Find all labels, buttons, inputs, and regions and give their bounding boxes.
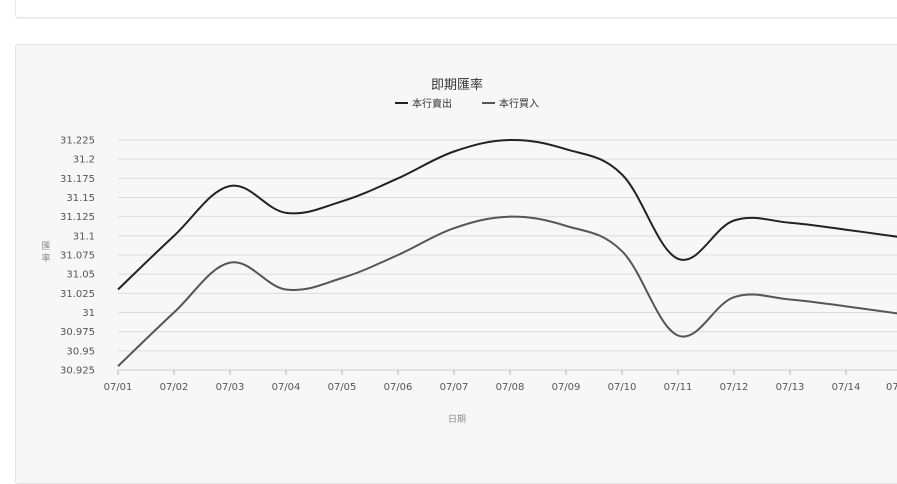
x-tick-label: 07/09 bbox=[552, 382, 581, 393]
x-tick-label: 07/03 bbox=[216, 382, 245, 393]
series-line-buy[interactable] bbox=[117, 215, 897, 367]
y-tick-label: 30.95 bbox=[66, 346, 95, 357]
y-tick-label: 31.025 bbox=[60, 289, 95, 300]
x-tick-label: 07/ bbox=[886, 382, 897, 393]
top-panel bbox=[15, 0, 897, 18]
x-tick-label: 07/06 bbox=[384, 382, 413, 393]
series-lines bbox=[117, 138, 897, 367]
y-tick-label: 31.15 bbox=[66, 193, 95, 204]
x-axis-title: 日期 bbox=[448, 414, 466, 425]
y-tick-label: 31.125 bbox=[60, 212, 95, 223]
x-tick-label: 07/13 bbox=[776, 382, 805, 393]
legend: 本行賣出 本行買入 bbox=[395, 97, 539, 110]
grid-lines bbox=[118, 139, 897, 371]
y-tick-label: 31.2 bbox=[73, 155, 95, 166]
y-tick-label: 31.075 bbox=[60, 251, 95, 262]
x-axis-ticks: 07/01 07/02 07/03 07/04 07/05 07/06 07/07 07/08… bbox=[104, 370, 897, 393]
x-tick-label: 07/08 bbox=[496, 382, 525, 393]
y-tick-label: 30.925 bbox=[60, 366, 95, 377]
y-axis-ticks: 31.225 31.2 31.175 31.15 31.125 31.1 31.075 31.… bbox=[60, 136, 95, 377]
legend-label-sell[interactable]: 本行賣出 bbox=[412, 97, 452, 110]
y-axis-title: 匯率 bbox=[41, 241, 50, 264]
y-tick-label: 31.225 bbox=[60, 136, 95, 147]
y-tick-label: 30.975 bbox=[60, 327, 95, 338]
y-tick-label: 31.1 bbox=[73, 231, 95, 242]
chart-panel: 31.225 31.2 31.175 31.15 31.125 31.1 31.075 31.… bbox=[15, 44, 897, 484]
x-tick-label: 07/14 bbox=[832, 382, 861, 393]
y-tick-label: 31 bbox=[82, 308, 95, 319]
x-tick-label: 07/07 bbox=[440, 382, 469, 393]
x-tick-label: 07/02 bbox=[160, 382, 189, 393]
x-tick-label: 07/12 bbox=[720, 382, 749, 393]
y-tick-label: 31.05 bbox=[66, 270, 95, 281]
x-tick-label: 07/11 bbox=[664, 382, 693, 393]
x-tick-label: 07/05 bbox=[328, 382, 357, 393]
series-line-sell[interactable] bbox=[117, 138, 897, 291]
chart-title: 即期匯率 bbox=[431, 77, 483, 93]
legend-label-buy[interactable]: 本行買入 bbox=[499, 97, 539, 110]
y-tick-label: 31.175 bbox=[60, 174, 95, 185]
x-tick-label: 07/04 bbox=[272, 382, 301, 393]
x-tick-label: 07/10 bbox=[608, 382, 637, 393]
x-tick-label: 07/01 bbox=[104, 382, 133, 393]
exchange-rate-chart: 31.225 31.2 31.175 31.15 31.125 31.1 31.075 31.… bbox=[41, 77, 897, 425]
